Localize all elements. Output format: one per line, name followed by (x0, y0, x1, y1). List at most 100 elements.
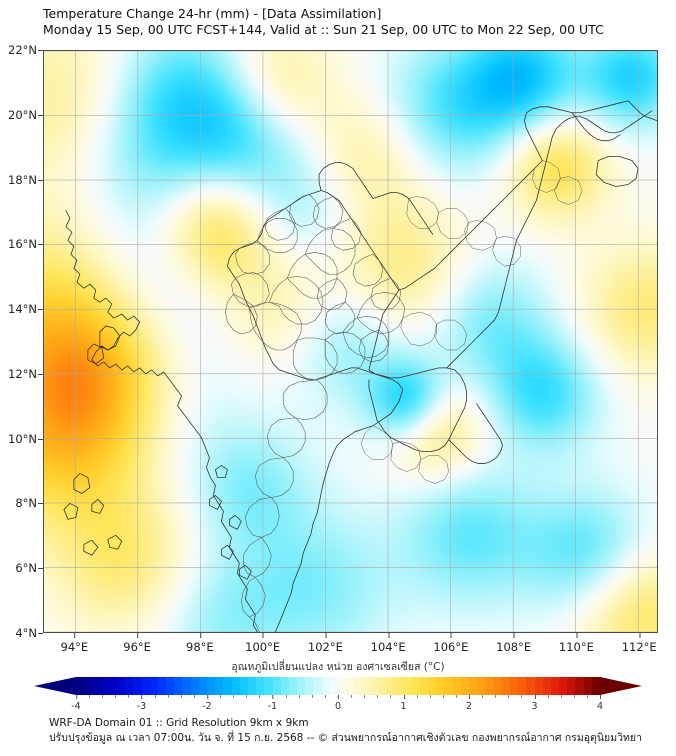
lat-tick-label: 16°N (8, 237, 43, 251)
colorbar-cell (174, 677, 184, 695)
colorbar-cell (100, 677, 110, 695)
colorbar-cell (338, 677, 347, 695)
colorbar-cell (428, 677, 437, 695)
colorbar-cell (460, 677, 470, 695)
colorbar-cell (575, 677, 585, 695)
colorbar-tick-label: -2 (202, 695, 212, 712)
lat-tick-label: 20°N (8, 108, 43, 122)
colorbar-cell (411, 677, 421, 695)
lon-tick-label: 96°E (123, 633, 151, 654)
colorbar-cell (518, 677, 527, 695)
lon-tick-label: 102°E (308, 633, 343, 654)
colorbar-cell (84, 677, 93, 695)
colorbar-tick-label: -1 (268, 695, 277, 712)
colorbar-minor-tick (377, 695, 379, 698)
map-figure: 4°N 6°N 8°N 10°N 12°N 14°N 16°N 18°N 20°N 22°N 94… (8, 43, 658, 654)
colorbar-cell (264, 677, 274, 695)
lat-lon-gridlines (44, 51, 657, 632)
figure-subtitle: Monday 15 Sep, 00 UTC FCST+144, Valid at… (43, 22, 604, 37)
colorbar-minor-tick (285, 695, 287, 698)
colorbar-minor-tick (115, 695, 117, 698)
colorbar-cell (362, 677, 372, 695)
colorbar-cell (190, 677, 200, 695)
colorbar-tick-label: -3 (137, 695, 146, 712)
colorbar-tick-label: 0 (335, 695, 341, 712)
colorbar-minor-tick (246, 695, 248, 698)
colorbar-cell (444, 677, 454, 695)
colorbar-minor-tick (573, 695, 575, 698)
colorbar-cell (501, 677, 511, 695)
colorbar-cell (133, 677, 143, 695)
colorbar-cell (370, 677, 380, 695)
colorbar-cell (166, 677, 175, 695)
colorbar-cell (591, 677, 601, 695)
colorbar-cell (559, 677, 568, 695)
lon-tick-label: 110°E (559, 633, 594, 654)
colorbar-over-arrow (600, 677, 642, 695)
colorbar-cell (387, 677, 396, 695)
lon-tick-label: 108°E (496, 633, 531, 654)
colorbar-minor-tick (180, 695, 182, 698)
colorbar-cell (567, 677, 577, 695)
colorbar-minor-tick (154, 695, 156, 698)
colorbar-tick-label: 3 (531, 695, 538, 712)
colorbar-minor-tick (495, 695, 497, 698)
lat-tick-label: 18°N (8, 173, 43, 187)
map-plot-area[interactable] (43, 50, 658, 633)
colorbar-minor-tick (193, 695, 195, 698)
lon-tick-label: 106°E (433, 633, 468, 654)
colorbar-cell (313, 677, 323, 695)
colorbar-under-arrow (34, 677, 76, 695)
colorbar-tick-label: -4 (71, 695, 81, 712)
colorbar-title: อุณหภูมิเปลี่ยนแปลง หน่วย องศาเซลเซียส (… (231, 661, 445, 673)
lat-tick-label: 12°N (8, 367, 43, 381)
colorbar-cell (395, 677, 405, 695)
colorbar-cell (419, 677, 429, 695)
colorbar-cell (247, 677, 257, 695)
colorbar-minor-tick (167, 695, 169, 698)
colorbar-cell (157, 677, 167, 695)
colorbar-cell (346, 677, 355, 695)
colorbar-minor-tick (521, 695, 523, 698)
temperature-anomaly-field (44, 51, 657, 632)
lon-tick-label: 94°E (61, 633, 88, 654)
colorbar-cell (76, 677, 85, 695)
colorbar-minor-tick (364, 695, 366, 698)
coastline-and-borders (63, 100, 657, 632)
colorbar-cell (141, 677, 151, 695)
colorbar-minor-tick (416, 695, 418, 698)
colorbar-axis: -4 -3 -2 -1 0 1 2 3 4 (20, 695, 656, 713)
colorbar-minor-tick (442, 695, 444, 698)
colorbar-cell (583, 677, 593, 695)
colorbar-cell (305, 677, 315, 695)
colorbar-ramp-wrap (20, 677, 656, 695)
lon-tick-label: 98°E (186, 633, 214, 654)
colorbar-tick-label: 2 (466, 695, 472, 712)
colorbar-cell (182, 677, 192, 695)
colorbar-minor-tick (351, 695, 353, 698)
colorbar-minor-tick (259, 695, 261, 698)
colorbar-minor-tick (128, 695, 130, 698)
colorbar-cell (215, 677, 224, 695)
colorbar-minor-tick (298, 695, 300, 698)
colorbar-cell (223, 677, 233, 695)
colorbar-cell (256, 677, 265, 695)
colorbar-cell (354, 677, 364, 695)
colorbar-minor-tick (311, 695, 313, 698)
colorbar-cell (509, 677, 519, 695)
lat-tick-label: 14°N (8, 302, 43, 316)
colorbar-minor-tick (455, 695, 457, 698)
colorbar-minor-tick (429, 695, 431, 698)
colorbar-cell (485, 677, 495, 695)
colorbar-cell (207, 677, 216, 695)
colorbar-cell (116, 677, 126, 695)
colorbar-minor-tick (560, 695, 562, 698)
colorbar-cell (542, 677, 552, 695)
colorbar-minor-tick (390, 695, 392, 698)
colorbar-cell (108, 677, 118, 695)
footer-credit: ปรับปรุงข้อมูล ณ เวลา 07:00น. วัน จ. ที่… (49, 732, 642, 744)
lon-tick-label: 112°E (622, 633, 657, 654)
colorbar-minor-tick (324, 695, 326, 698)
colorbar: อุณหภูมิเปลี่ยนแปลง หน่วย องศาเซลเซียส (… (0, 660, 676, 713)
figure-title: Temperature Change 24-hr (mm) - [Data As… (43, 6, 382, 21)
